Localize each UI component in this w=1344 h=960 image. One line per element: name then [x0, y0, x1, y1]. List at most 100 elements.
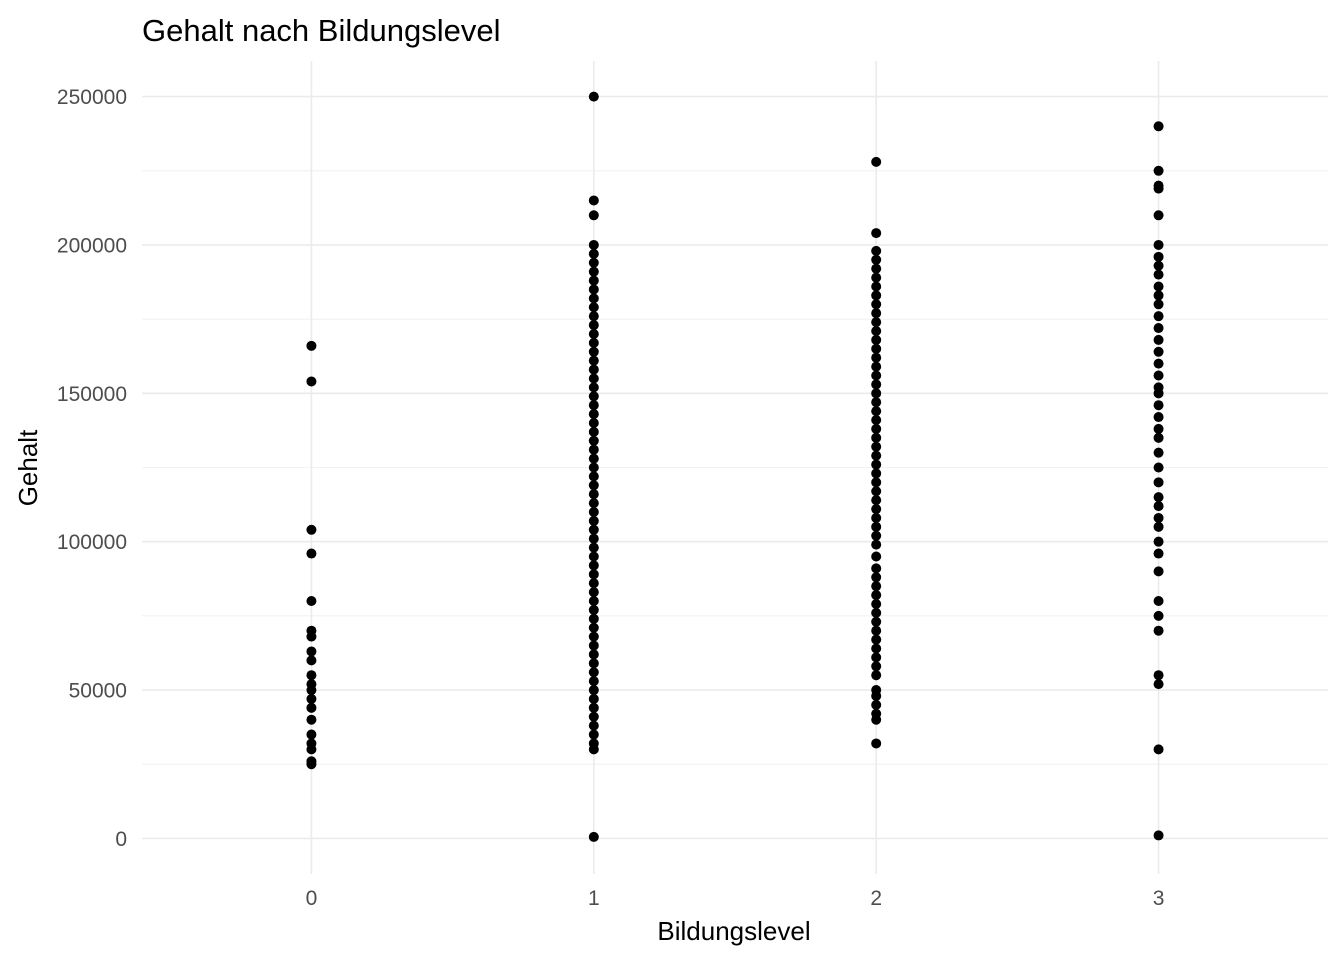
- data-point: [588, 91, 599, 102]
- data-point: [871, 521, 882, 532]
- data-point: [871, 450, 882, 461]
- data-point: [588, 587, 599, 598]
- data-point: [588, 489, 599, 500]
- data-point: [1153, 501, 1164, 512]
- y-tick-label: 50000: [69, 680, 127, 703]
- data-point: [306, 524, 317, 535]
- data-point: [588, 604, 599, 615]
- data-point: [1153, 400, 1164, 411]
- data-point: [1153, 744, 1164, 755]
- data-point: [306, 729, 317, 740]
- data-point: [1153, 679, 1164, 690]
- data-point: [588, 560, 599, 571]
- data-point: [1153, 121, 1164, 132]
- data-point: [871, 495, 882, 506]
- data-point: [871, 652, 882, 663]
- data-point: [871, 530, 882, 541]
- data-point: [871, 245, 882, 256]
- data-point: [1153, 432, 1164, 443]
- data-point: [588, 542, 599, 553]
- data-point: [588, 693, 599, 704]
- data-point: [1153, 346, 1164, 357]
- data-point: [588, 640, 599, 651]
- data-point: [306, 693, 317, 704]
- data-point: [588, 480, 599, 491]
- data-point: [1153, 210, 1164, 221]
- data-point: [1153, 412, 1164, 423]
- data-point: [588, 239, 599, 250]
- data-point: [871, 334, 882, 345]
- data-point: [871, 661, 882, 672]
- data-point: [588, 658, 599, 669]
- data-point: [588, 649, 599, 660]
- data-point: [588, 346, 599, 357]
- data-point: [588, 831, 599, 842]
- data-point: [871, 379, 882, 390]
- data-point: [588, 702, 599, 713]
- data-point: [1153, 299, 1164, 310]
- data-point: [871, 156, 882, 167]
- data-point: [588, 533, 599, 544]
- data-point: [306, 685, 317, 696]
- x-axis-tick-labels: 0 1 2 3: [306, 887, 1165, 910]
- data-point: [588, 631, 599, 642]
- data-point: [1153, 462, 1164, 473]
- data-point: [306, 340, 317, 351]
- data-point: [871, 290, 882, 301]
- data-point: [871, 616, 882, 627]
- data-point: [871, 539, 882, 550]
- data-point: [1153, 830, 1164, 841]
- data-point: [871, 486, 882, 497]
- data-point: [1153, 548, 1164, 559]
- data-point: [306, 714, 317, 725]
- data-point: [1153, 165, 1164, 176]
- x-tick-label: 0: [306, 887, 318, 910]
- data-point: [1153, 423, 1164, 434]
- data-point: [871, 714, 882, 725]
- x-tick-label: 3: [1153, 887, 1165, 910]
- data-point: [1153, 492, 1164, 503]
- data-point: [588, 462, 599, 473]
- data-point: [1153, 251, 1164, 262]
- data-point: [871, 254, 882, 265]
- data-point: [588, 210, 599, 221]
- data-point: [871, 415, 882, 426]
- data-point: [588, 337, 599, 348]
- data-point: [588, 444, 599, 455]
- data-point: [588, 364, 599, 375]
- data-point: [1153, 447, 1164, 458]
- data-point: [1153, 281, 1164, 292]
- data-point: [871, 397, 882, 408]
- data-point: [588, 676, 599, 687]
- data-point: [871, 352, 882, 363]
- data-point: [588, 569, 599, 580]
- data-point: [1153, 512, 1164, 523]
- data-point: [1153, 323, 1164, 334]
- data-point: [871, 459, 882, 470]
- data-point: [871, 406, 882, 417]
- data-point: [306, 655, 317, 666]
- data-point: [588, 471, 599, 482]
- data-point: [588, 248, 599, 259]
- data-point: [871, 432, 882, 443]
- data-point: [871, 670, 882, 681]
- minor-gridlines: [142, 170, 1328, 765]
- data-point: [588, 453, 599, 464]
- data-point: [588, 507, 599, 518]
- data-point: [588, 409, 599, 420]
- data-point: [588, 515, 599, 526]
- data-point: [871, 326, 882, 337]
- data-point: [871, 477, 882, 488]
- data-point: [871, 643, 882, 654]
- data-point: [871, 370, 882, 381]
- data-point: [871, 625, 882, 636]
- data-point: [588, 293, 599, 304]
- data-points: [306, 91, 1164, 842]
- data-point: [1153, 334, 1164, 345]
- data-point: [588, 275, 599, 286]
- data-point: [588, 729, 599, 740]
- x-tick-label: 2: [870, 887, 882, 910]
- data-point: [588, 266, 599, 277]
- data-point: [1153, 290, 1164, 301]
- data-point: [871, 504, 882, 515]
